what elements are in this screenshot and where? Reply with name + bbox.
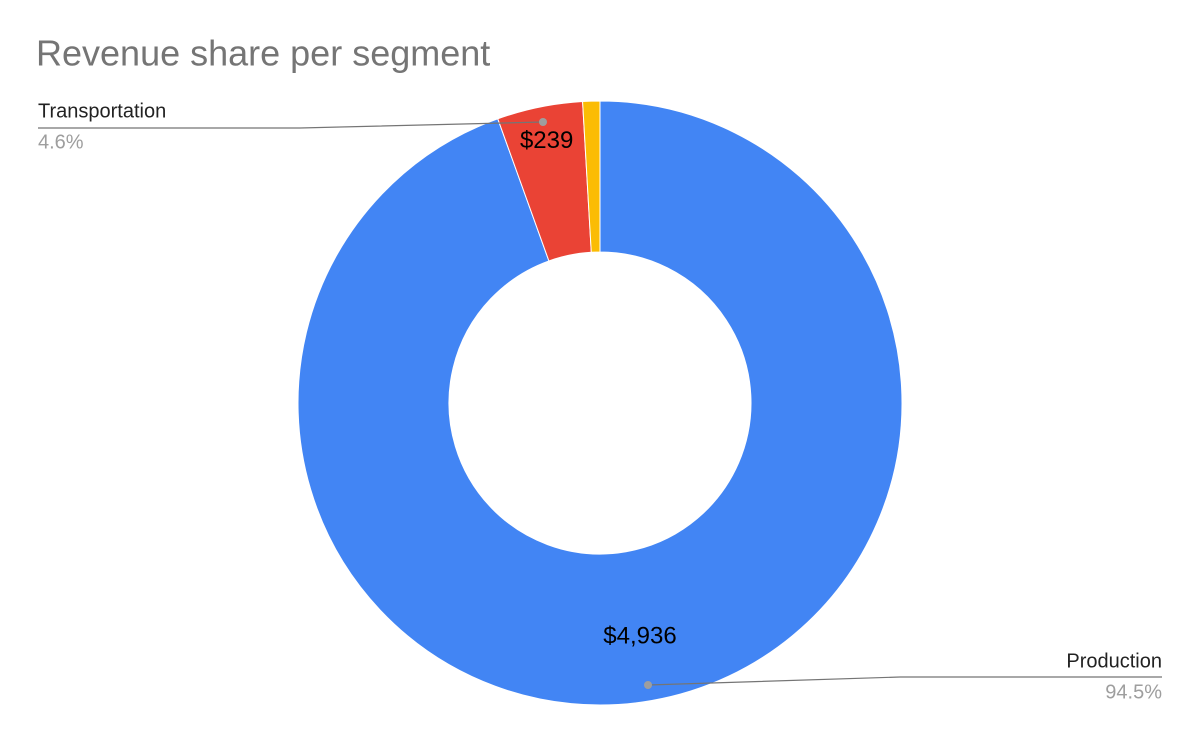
value-label: $239 [520, 127, 573, 154]
leader-dot [539, 118, 547, 126]
slice-label: Transportation [38, 100, 166, 122]
leader-dot [644, 681, 652, 689]
donut-slice [582, 100, 601, 253]
percent-label: 4.6% [38, 131, 84, 153]
chart-title: Revenue share per segment [36, 33, 490, 74]
value-label: $4,936 [603, 622, 676, 649]
donut-slice [297, 100, 903, 706]
slice-label: Production [1066, 650, 1162, 672]
leader-line [38, 121, 544, 129]
percent-label: 94.5% [1105, 681, 1162, 703]
leader-line [647, 676, 1162, 686]
